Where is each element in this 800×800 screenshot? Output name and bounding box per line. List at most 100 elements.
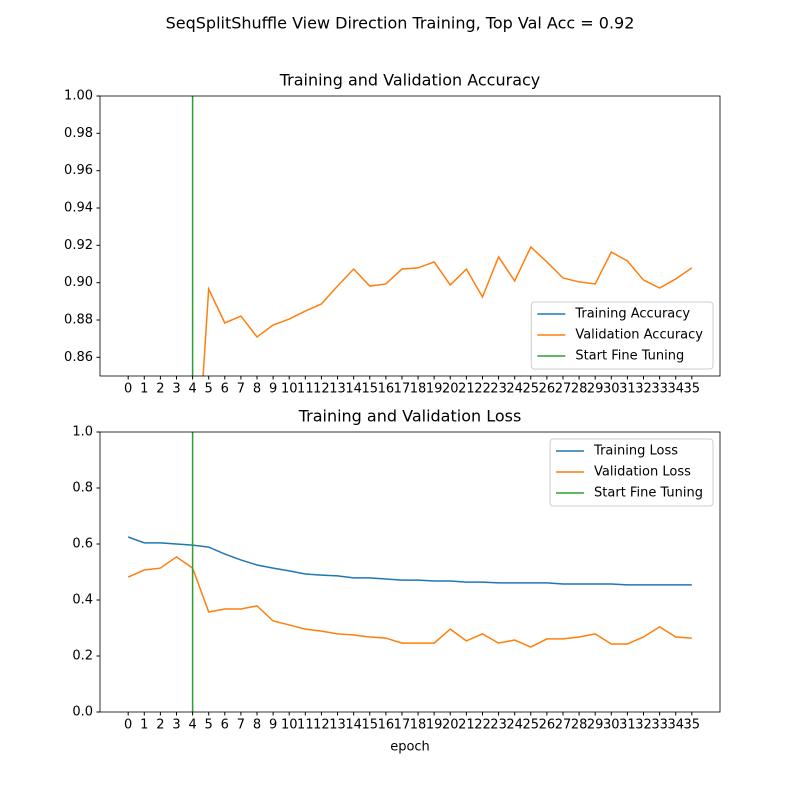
x-tick-label: 30: [603, 382, 620, 397]
x-tick-label: 6: [221, 718, 229, 733]
x-tick-label: 11: [297, 382, 314, 397]
x-tick-label: 10: [281, 382, 298, 397]
x-tick-label: 8: [253, 718, 261, 733]
x-tick-label: 13: [329, 382, 346, 397]
x-tick-label: 15: [361, 382, 378, 397]
x-tick-label: 23: [490, 382, 507, 397]
x-tick-label: 34: [667, 718, 684, 733]
x-tick-label: 4: [188, 718, 196, 733]
x-tick-label: 1: [140, 718, 148, 733]
x-tick-label: 21: [458, 382, 475, 397]
y-tick-label: 0.2: [72, 649, 93, 664]
x-tick-label: 18: [410, 718, 427, 733]
y-tick-label: 0.92: [64, 238, 93, 253]
x-tick-label: 16: [378, 718, 395, 733]
x-tick-label: 27: [555, 382, 572, 397]
data-line: [127, 536, 692, 586]
x-tick-label: 19: [426, 718, 443, 733]
x-tick-label: 9: [269, 382, 277, 397]
y-tick-label: 0.6: [72, 537, 93, 552]
x-tick-label: 24: [506, 382, 523, 397]
x-tick-label: 2: [156, 718, 164, 733]
x-tick-label: 24: [506, 718, 523, 733]
x-tick-label: 26: [539, 718, 556, 733]
x-tick-label: 5: [205, 382, 213, 397]
x-tick-label: 22: [474, 718, 491, 733]
x-tick-label: 32: [635, 382, 652, 397]
x-tick-label: 14: [345, 718, 362, 733]
x-tick-label: 19: [426, 382, 443, 397]
legend-label: Start Fine Tuning: [575, 349, 684, 364]
x-axis-label: epoch: [390, 740, 430, 755]
legend-label: Validation Accuracy: [575, 328, 703, 343]
data-line: [202, 245, 693, 376]
x-tick-label: 31: [619, 718, 636, 733]
legend-frame: [530, 301, 714, 370]
x-tick-label: 21: [458, 718, 475, 733]
y-tick-label: 0.86: [64, 350, 93, 365]
x-tick-label: 3: [172, 718, 180, 733]
x-tick-label: 27: [555, 718, 572, 733]
x-tick-label: 23: [490, 718, 507, 733]
x-tick-label: 33: [651, 382, 668, 397]
x-tick-label: 28: [571, 718, 588, 733]
x-tick-label: 5: [205, 718, 213, 733]
x-tick-label: 0: [124, 718, 132, 733]
axes-title: Training and Validation Loss: [298, 407, 522, 426]
x-tick-label: 31: [619, 382, 636, 397]
x-tick-label: 26: [539, 382, 556, 397]
x-tick-label: 11: [297, 718, 314, 733]
x-tick-label: 17: [394, 382, 411, 397]
x-tick-label: 35: [684, 382, 701, 397]
axes-title: Training and Validation Accuracy: [279, 71, 541, 90]
legend-label: Validation Loss: [594, 465, 691, 480]
y-tick-label: 0.90: [64, 275, 93, 290]
x-tick-label: 25: [523, 382, 540, 397]
y-tick-label: 0.0: [72, 705, 93, 720]
x-tick-label: 4: [188, 382, 196, 397]
y-tick-label: 0.98: [64, 126, 93, 141]
x-tick-label: 14: [345, 382, 362, 397]
x-tick-label: 28: [571, 382, 588, 397]
x-tick-label: 29: [587, 718, 604, 733]
legend-label: Training Accuracy: [574, 307, 690, 322]
x-tick-label: 6: [221, 382, 229, 397]
y-tick-label: 0.94: [64, 201, 93, 216]
legend-label: Start Fine Tuning: [594, 486, 703, 501]
x-tick-label: 10: [281, 718, 298, 733]
figure-title: SeqSplitShuffle View Direction Training,…: [166, 14, 635, 33]
axes-frame: [99, 95, 721, 377]
axes-frame: [99, 431, 721, 713]
x-tick-label: 2: [156, 382, 164, 397]
x-tick-label: 7: [237, 718, 245, 733]
x-tick-label: 9: [269, 718, 277, 733]
y-tick-label: 1.0: [72, 425, 93, 440]
x-tick-label: 25: [523, 718, 540, 733]
legend-frame: [549, 438, 714, 507]
x-tick-label: 20: [442, 382, 459, 397]
x-tick-label: 0: [124, 382, 132, 397]
y-tick-label: 1.00: [64, 89, 93, 104]
y-tick-label: 0.4: [72, 593, 93, 608]
x-tick-label: 35: [684, 718, 701, 733]
x-tick-label: 3: [172, 382, 180, 397]
x-tick-label: 32: [635, 718, 652, 733]
x-tick-label: 16: [378, 382, 395, 397]
x-tick-label: 12: [313, 382, 330, 397]
y-tick-label: 0.96: [64, 163, 93, 178]
y-tick-label: 0.88: [64, 313, 93, 328]
x-tick-label: 30: [603, 718, 620, 733]
x-tick-label: 15: [361, 718, 378, 733]
legend: Training Accuracy Validation Accuracy Star…: [530, 301, 714, 370]
x-tick-label: 22: [474, 382, 491, 397]
y-tick-label: 0.8: [72, 481, 93, 496]
x-tick-label: 34: [667, 382, 684, 397]
x-tick-label: 13: [329, 718, 346, 733]
legend-label: Training Loss: [593, 444, 678, 459]
x-tick-label: 18: [410, 382, 427, 397]
x-tick-label: 29: [587, 382, 604, 397]
legend: Training Loss Validation Loss Start Fine T…: [549, 438, 714, 507]
x-tick-label: 1: [140, 382, 148, 397]
